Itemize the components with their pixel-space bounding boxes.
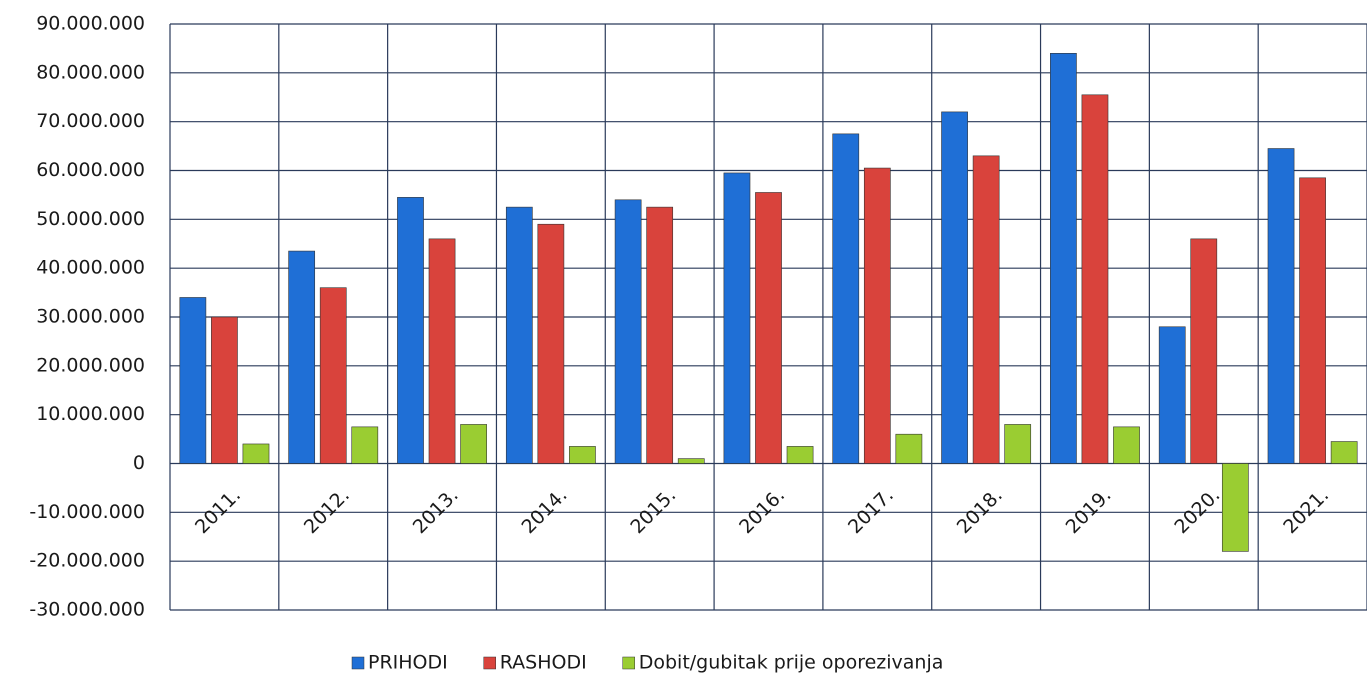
bar: [723, 172, 751, 464]
x-tick-label: 2014.: [517, 484, 571, 538]
legend-label: RASHODI: [500, 652, 587, 674]
legend-label: Dobit/gubitak prije oporezivanja: [639, 652, 944, 674]
legend-swatch: [622, 656, 635, 670]
y-tick-label: -30.000.000: [29, 599, 145, 621]
bar: [614, 199, 642, 464]
bar: [1221, 463, 1249, 552]
bar: [1330, 441, 1358, 464]
bar: [1004, 424, 1032, 464]
y-tick-label: 80.000.000: [36, 61, 145, 83]
bar: [351, 426, 379, 464]
bar: [863, 167, 891, 464]
x-tick-label: 2019.: [1062, 484, 1116, 538]
x-tick-label: 2015.: [626, 484, 680, 538]
bar: [319, 287, 347, 464]
x-tick-label: 2017.: [844, 484, 898, 538]
bar: [179, 297, 207, 464]
bar: [242, 443, 270, 464]
y-tick-label: 0: [133, 452, 145, 474]
legend: PRIHODI RASHODI Dobit/gubitak prije oporez…: [351, 652, 944, 674]
bar: [1158, 326, 1186, 464]
bar: [832, 133, 860, 464]
bar: [786, 446, 814, 464]
bar: [1050, 52, 1077, 464]
bar: [569, 446, 596, 464]
x-tick-label: 2013.: [409, 484, 463, 538]
legend-label: PRIHODI: [368, 652, 448, 674]
x-tick-label: 2020.: [1170, 484, 1224, 538]
bar: [1113, 426, 1140, 464]
y-tick-label: 20.000.000: [36, 354, 145, 376]
x-tick-label: 2021.: [1279, 484, 1333, 538]
y-tick-label: 30.000.000: [36, 306, 145, 328]
bar: [755, 192, 782, 464]
bar: [211, 316, 238, 464]
bar: [1267, 148, 1295, 464]
bar: [646, 206, 674, 464]
y-tick-label: -10.000.000: [29, 501, 145, 523]
legend-swatch: [351, 656, 365, 670]
y-tick-label: 70.000.000: [36, 110, 145, 132]
y-tick-label: 90.000.000: [36, 13, 145, 35]
bar: [505, 206, 533, 464]
x-tick-label: 2012.: [300, 484, 354, 538]
bar: [537, 223, 565, 464]
bar: [1081, 94, 1109, 464]
bar: [428, 238, 456, 464]
y-tick-label: 10.000.000: [36, 403, 145, 425]
x-tick-label: 2016.: [735, 484, 789, 538]
bar: [941, 111, 968, 464]
bar: [397, 197, 424, 464]
y-tick-label: 40.000.000: [36, 257, 145, 279]
bar: [895, 433, 923, 464]
bar: [1299, 177, 1326, 464]
x-tick-label: 2018.: [953, 484, 1007, 538]
bar: [460, 424, 487, 464]
x-tick-label: 2011.: [191, 484, 245, 538]
bar: [972, 155, 1000, 464]
y-tick-label: 50.000.000: [36, 208, 145, 230]
bar: [1190, 238, 1218, 464]
bar: [677, 458, 705, 464]
y-tick-label: 60.000.000: [36, 159, 145, 181]
bar: [288, 250, 316, 464]
y-tick-label: -20.000.000: [29, 550, 145, 572]
legend-swatch: [483, 656, 496, 670]
